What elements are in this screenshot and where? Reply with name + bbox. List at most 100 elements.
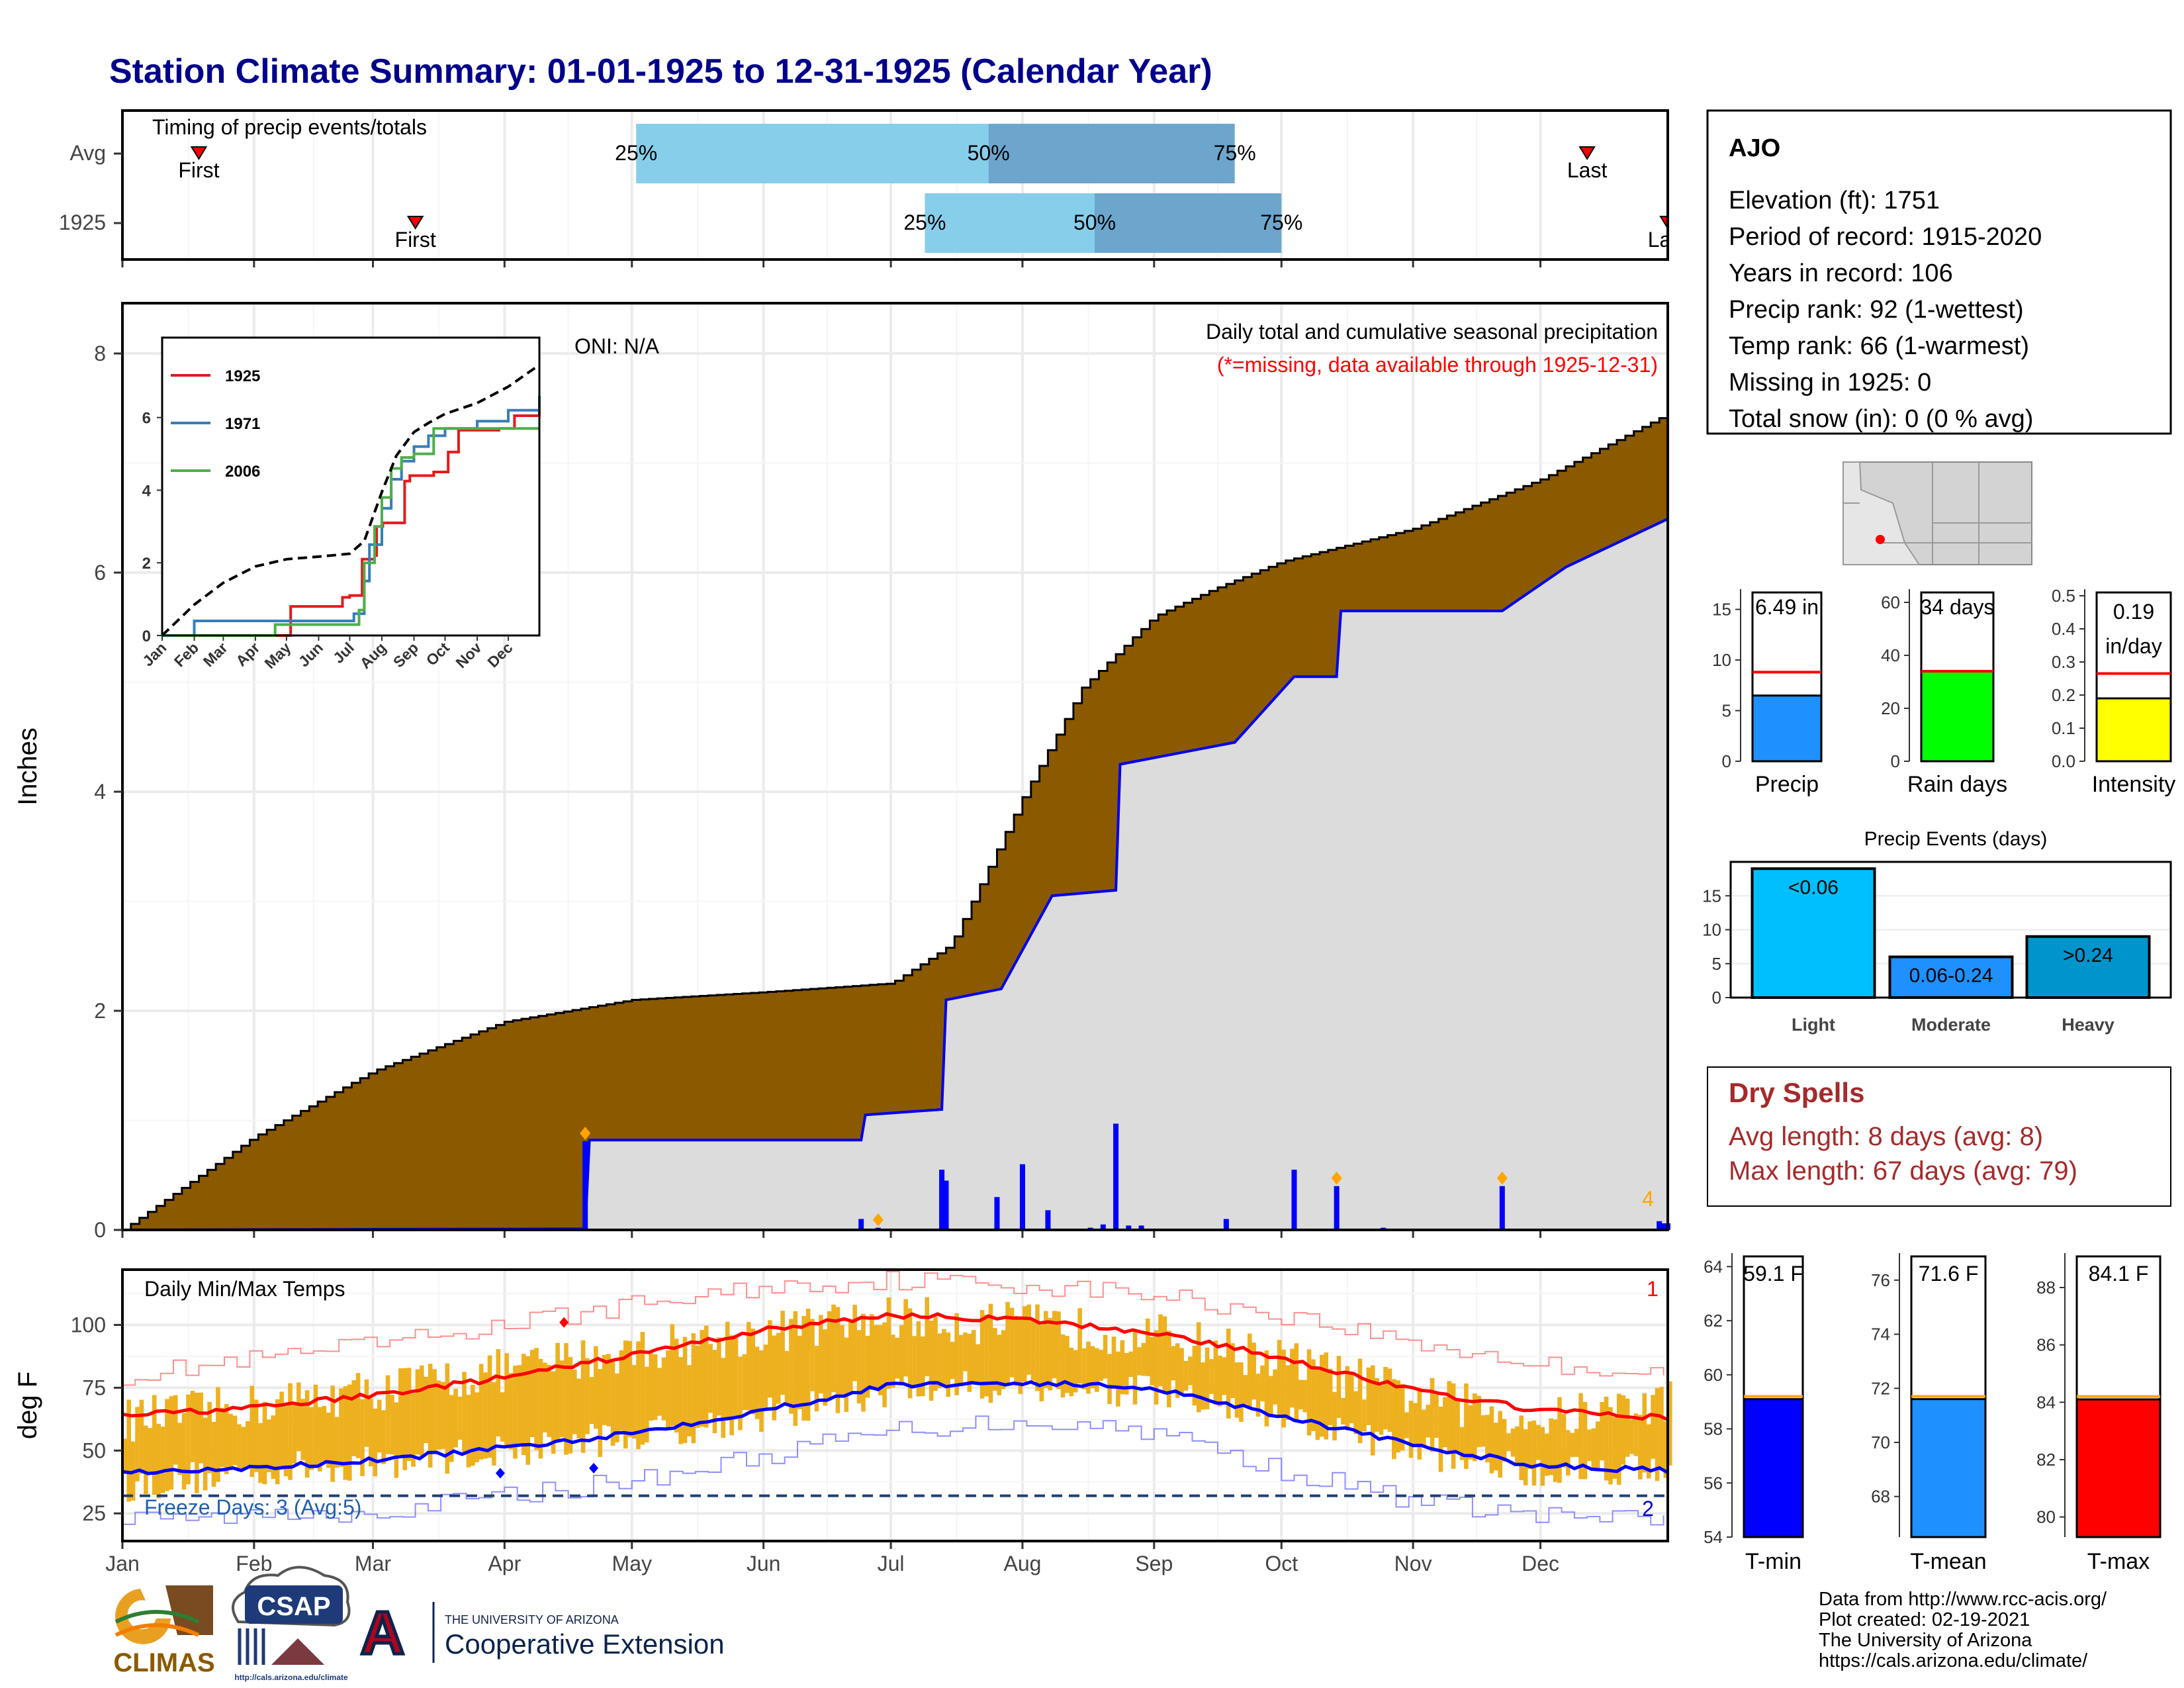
precip-panel: 0 2 4 6 8 Inches Daily total and cumulative … (13, 302, 1670, 1242)
precip-event-marker (580, 1126, 591, 1140)
daily-temp-bar (203, 1417, 208, 1491)
daily-temp-bar (521, 1354, 526, 1456)
daily-temp-bar (1396, 1380, 1401, 1453)
summary-bar-label: Intensity (2092, 772, 2176, 797)
timing-p25-label: 25% (615, 141, 657, 165)
daily-temp-bar (1472, 1393, 1477, 1462)
daily-temp-bar (564, 1342, 569, 1455)
daily-temp-bar (1493, 1423, 1498, 1471)
summary-bar-value-unit: in/day (2105, 634, 2161, 658)
daily-temp-bar (899, 1325, 904, 1383)
summary-bar-intensity: 0.0 0.1 0.2 0.3 0.4 0.5 0.19 in/day Intensity (2052, 586, 2175, 797)
daily-temp-bar (177, 1423, 182, 1476)
daily-temp-bar (585, 1358, 590, 1434)
x-axis-months: Jan Feb Mar Apr May Jun Jul Aug Sep Oct Nov Dec (105, 1552, 1559, 1575)
university-of-arizona-logo: A THE UNIVERSITY OF ARIZONA Cooperative … (359, 1598, 724, 1669)
daily-temp-bar (1434, 1394, 1439, 1438)
daily-precip-bar (1499, 1186, 1505, 1230)
daily-temp-bar (1141, 1342, 1146, 1376)
month-label: Oct (1265, 1552, 1298, 1575)
temperature-bar-charts: 54 56 58 60 62 64 59.1 F T-min 68 70 72 74 76 71.6 F T… (1704, 1253, 2161, 1574)
daily-temp-bar (1591, 1428, 1596, 1470)
daily-temp-bar (1264, 1350, 1269, 1427)
temp-panel-label: Daily Min/Max Temps (144, 1277, 345, 1301)
precip-event-marker (1496, 1171, 1508, 1185)
events-y-tick-label: 5 (1712, 954, 1721, 974)
summary-bar-value-label: 0.19 (2113, 600, 2154, 624)
timing-row-year-label: 1925 (59, 211, 106, 234)
temp-summary-y-tick-label: 88 (2036, 1278, 2056, 1297)
daily-temp-bar (241, 1427, 246, 1470)
daily-temp-bar (478, 1364, 484, 1460)
daily-temp-bar (937, 1333, 942, 1388)
daily-temp-bar (925, 1297, 930, 1377)
daily-temp-bar (1103, 1335, 1108, 1379)
month-label: Sep (1135, 1552, 1173, 1575)
daily-temp-bar (267, 1419, 271, 1473)
dry-spells-box: Dry Spells Avg length: 8 days (avg: 8) M… (1707, 1066, 2171, 1207)
last-event-label: Last (1648, 228, 1688, 252)
precip-event-bar-text: <0.06 (1788, 876, 1839, 898)
daily-temp-bar (318, 1407, 322, 1472)
temp-summary-y-tick-label: 60 (1704, 1365, 1723, 1385)
daily-temp-bar (1167, 1331, 1171, 1408)
daily-temp-bar (1196, 1322, 1201, 1413)
daily-temp-bar (483, 1372, 488, 1459)
daily-temp-bar (1553, 1419, 1558, 1482)
daily-temp-bar (1357, 1358, 1363, 1444)
station-line: Period of record: 1915-2020 (1729, 223, 2042, 251)
precip-event-bar-label: Moderate (1911, 1015, 1991, 1035)
temp-summary-value-label: 59.1 F (1743, 1262, 1803, 1286)
daily-temp-bar (1468, 1405, 1473, 1460)
daily-temp-bar (292, 1405, 297, 1464)
daily-temp-bar (1060, 1334, 1066, 1398)
csap-logo: CSAP http://cals.arizona.edu/climate (232, 1566, 351, 1682)
precip-note-1: Daily total and cumulative seasonal prec… (1206, 320, 1658, 344)
temp-summary-y-tick-label: 56 (1704, 1473, 1723, 1493)
daily-temp-bar (844, 1337, 849, 1413)
daily-temp-bar (1311, 1359, 1316, 1431)
daily-temp-bar (1375, 1378, 1379, 1432)
daily-temp-bar (351, 1380, 357, 1456)
daily-temp-bar (1570, 1432, 1575, 1458)
station-location-dot (1876, 535, 1885, 544)
daily-temp-bar (543, 1362, 547, 1432)
daily-temp-bar (725, 1321, 730, 1421)
daily-temp-bar (1111, 1336, 1116, 1385)
daily-temp-bar (1464, 1383, 1469, 1469)
daily-temp-bar (793, 1311, 798, 1427)
daily-temp-bar (224, 1403, 229, 1474)
events-panel-frame (1729, 861, 2172, 999)
daily-temp-bar (594, 1346, 598, 1429)
daily-temp-bar (453, 1388, 458, 1448)
daily-temp-bar (1319, 1354, 1324, 1437)
daily-temp-bar (789, 1319, 794, 1414)
station-name: AJO (1729, 134, 1780, 162)
daily-temp-bar (1557, 1397, 1562, 1483)
daily-temp-bar (1324, 1352, 1328, 1440)
daily-temp-bar (300, 1399, 306, 1460)
temp-summary-y-tick-label: 54 (1704, 1527, 1723, 1547)
summary-bar-y-tick-label: 0.1 (2052, 718, 2075, 738)
daily-temp-bar (572, 1369, 577, 1434)
timing-p75-label: 75% (1260, 211, 1302, 234)
daily-temp-bar (1549, 1418, 1553, 1476)
daily-temp-bar (1612, 1417, 1617, 1479)
daily-temp-bar (1370, 1365, 1375, 1456)
daily-temp-bar (657, 1368, 662, 1416)
summary-bar-precip: 0 5 10 15 6.49 in Precip (1712, 589, 1823, 797)
daily-temp-bar (754, 1346, 760, 1419)
station-info-box: AJO Elevation (ft): 1751 Period of recor… (1706, 109, 2172, 435)
daily-temp-bar (1035, 1304, 1040, 1391)
daily-temp-bar (1408, 1401, 1414, 1458)
daily-temp-bar (1179, 1348, 1184, 1395)
daily-temp-bar (1523, 1429, 1528, 1485)
daily-temp-bar (1128, 1351, 1133, 1378)
daily-temp-bar (1269, 1376, 1273, 1418)
daily-temp-bar (152, 1395, 157, 1495)
daily-temp-bar (1621, 1395, 1626, 1465)
daily-precip-bar (1661, 1223, 1666, 1230)
daily-temp-bar (1044, 1311, 1048, 1388)
daily-temp-bar (687, 1365, 692, 1436)
daily-temp-bar (1485, 1415, 1490, 1463)
